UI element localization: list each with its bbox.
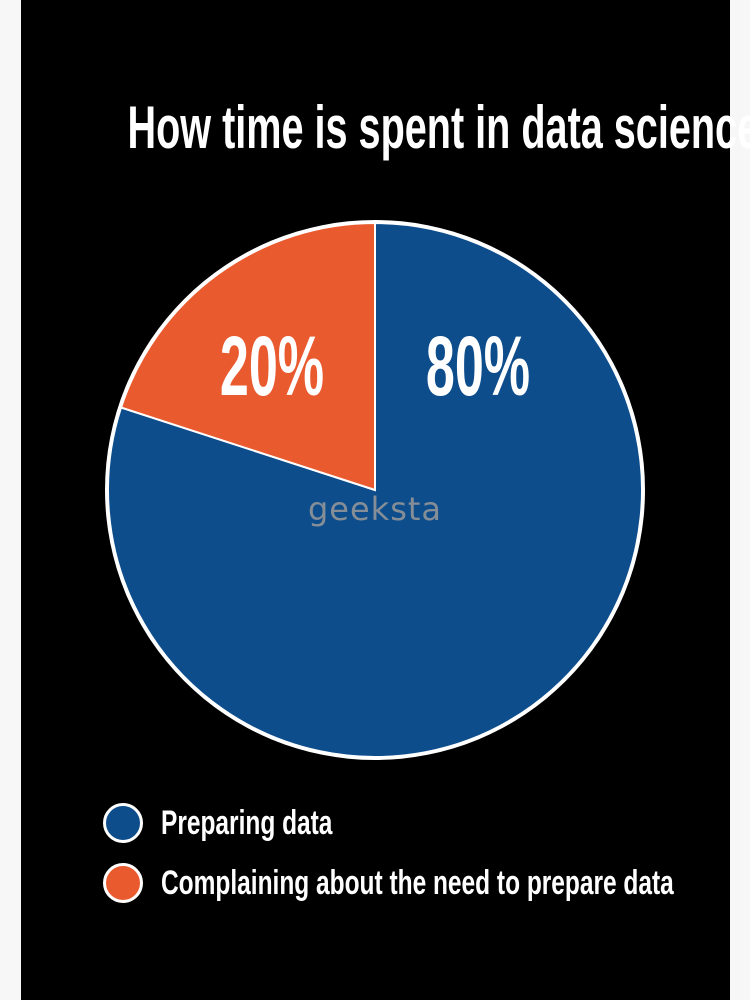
legend-item-complaining: Complaining about the need to prepare da… xyxy=(103,860,750,906)
legend-label-complaining: Complaining about the need to prepare da… xyxy=(161,863,674,902)
slice-label-complaining: 20% xyxy=(220,319,324,413)
legend: Preparing data Complaining about the nee… xyxy=(103,800,750,920)
legend-swatch-preparing xyxy=(103,803,143,843)
pie-slices xyxy=(107,221,643,758)
pie-slice-labels: 80% 20% xyxy=(220,319,530,413)
legend-swatch-complaining xyxy=(103,863,143,903)
slice-label-preparing: 80% xyxy=(426,319,530,413)
legend-item-preparing: Preparing data xyxy=(103,800,750,846)
pie-slice-complaining xyxy=(119,221,376,492)
watermark: geeksta xyxy=(307,490,443,528)
legend-label-preparing: Preparing data xyxy=(161,803,333,842)
